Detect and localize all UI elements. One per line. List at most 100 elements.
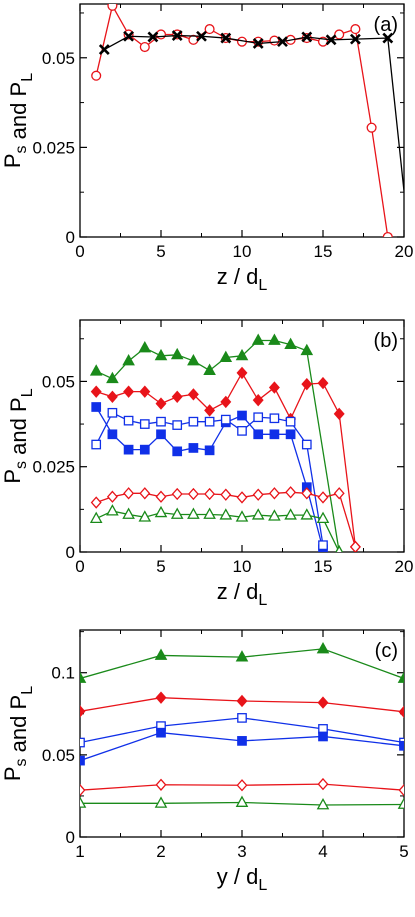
data-point: [107, 4, 118, 11]
data-point: [253, 412, 264, 423]
data-point: [349, 540, 361, 552]
data-point: [269, 413, 280, 424]
y-tick-label: 0: [66, 543, 75, 562]
data-point: [106, 490, 118, 503]
data-point: [139, 444, 150, 455]
series-line: [103, 34, 404, 198]
data-point: [80, 783, 86, 797]
data-point: [277, 36, 288, 48]
series-line: [95, 406, 324, 550]
x-tick-label: 15: [314, 242, 333, 261]
series-layer: [91, 4, 404, 237]
data-point: [399, 740, 404, 751]
data-point: [251, 333, 265, 345]
data-point: [301, 439, 312, 450]
data-point: [268, 381, 280, 394]
data-point: [106, 504, 119, 516]
data-point: [220, 414, 231, 425]
data-point: [284, 508, 297, 520]
data-point: [154, 348, 168, 361]
data-point: [154, 796, 168, 808]
panel-label: (c): [375, 640, 398, 662]
data-point: [80, 705, 86, 718]
x-tick-label: 10: [233, 242, 252, 261]
data-point: [188, 416, 199, 427]
data-point: [138, 341, 152, 353]
series-line: [95, 510, 340, 552]
x-tick-label: 15: [314, 557, 333, 576]
x-tick-label: 10: [233, 557, 252, 576]
data-point: [170, 507, 184, 519]
data-point: [204, 416, 215, 427]
data-point: [236, 779, 248, 792]
data-point: [139, 385, 151, 398]
data-point: [220, 395, 232, 409]
data-point: [139, 487, 151, 500]
x-tick-label: 5: [399, 842, 408, 861]
data-point: [204, 487, 216, 501]
data-point: [317, 376, 329, 390]
data-point: [196, 30, 207, 42]
data-point: [285, 486, 297, 499]
data-point: [156, 429, 166, 440]
y-axis-label: Ps and PL: [0, 73, 36, 168]
data-point: [172, 420, 183, 430]
data-point: [138, 510, 152, 522]
data-point: [172, 446, 183, 457]
data-point: [122, 507, 135, 519]
data-point: [156, 416, 166, 427]
data-point: [235, 348, 249, 361]
data-point: [80, 755, 85, 766]
data-point: [316, 641, 330, 654]
data-point: [318, 540, 328, 551]
data-point: [204, 24, 215, 35]
data-point: [318, 731, 328, 742]
y-tick-label: 0.05: [42, 49, 75, 68]
data-point: [123, 30, 135, 42]
data-point: [106, 390, 118, 403]
x-tick-label: 4: [318, 842, 327, 861]
data-point: [253, 429, 264, 440]
data-point: [366, 122, 377, 133]
x-axis-label: y / dL: [217, 864, 268, 894]
data-point: [139, 41, 150, 53]
x-tick-label: 0: [75, 557, 84, 576]
data-point: [236, 491, 248, 504]
data-point: [236, 694, 248, 708]
y-tick-label: 0.025: [32, 138, 75, 157]
data-point: [252, 393, 264, 407]
x-tick-label: 1: [75, 842, 84, 861]
data-point: [80, 671, 87, 683]
data-point: [139, 419, 150, 429]
data-point: [349, 33, 361, 45]
data-point: [203, 507, 216, 519]
x-tick-label: 2: [156, 842, 165, 861]
data-point: [285, 429, 296, 440]
data-point: [269, 429, 280, 440]
data-point: [301, 31, 313, 43]
x-tick-label: 20: [395, 557, 414, 576]
data-point: [285, 416, 296, 427]
data-point: [107, 407, 118, 418]
data-point: [187, 487, 199, 501]
data-point: [237, 426, 247, 436]
data-point: [91, 439, 102, 450]
data-point: [80, 796, 87, 808]
data-point: [154, 648, 168, 660]
data-point: [90, 496, 102, 509]
data-point: [397, 797, 404, 809]
data-point: [252, 38, 264, 49]
data-point: [252, 488, 264, 501]
series-layer: [89, 333, 361, 552]
data-point: [171, 390, 183, 403]
data-point: [155, 778, 167, 791]
data-point: [89, 364, 103, 376]
series-layer: [80, 641, 404, 810]
data-point: [203, 363, 216, 375]
data-point: [325, 34, 337, 46]
data-point: [382, 231, 393, 237]
x-tick-label: 20: [395, 242, 414, 261]
data-point: [156, 727, 166, 738]
data-point: [334, 29, 345, 40]
